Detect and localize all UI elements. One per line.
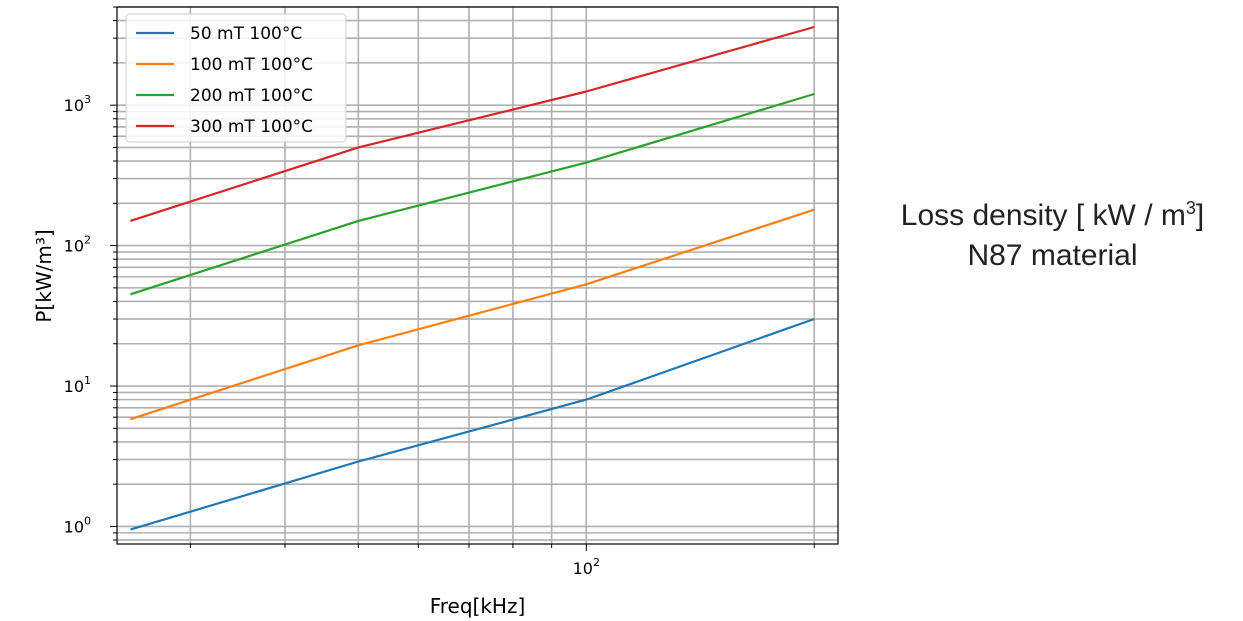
legend-box <box>125 13 347 143</box>
series-line <box>130 92 815 296</box>
y-axis-label: P[kW/m³] <box>32 229 56 322</box>
y-tick-label: 100 <box>64 514 91 536</box>
y-tick-label: 102 <box>64 234 91 256</box>
series-lines <box>130 25 815 531</box>
series-line <box>130 25 815 222</box>
x-axis-label: Freq[kHz] <box>430 594 526 618</box>
x-tick-label: 102 <box>573 556 600 578</box>
caption-line-1: Loss density [ kW / m3] <box>862 188 1243 236</box>
caption-line-2: N87 material <box>967 239 1138 272</box>
legend-label: 200 mT 100°C <box>190 86 313 106</box>
legend: 50 mT 100°C 100 mT 100°C 200 mT 100°C 300 m… <box>125 13 347 143</box>
legend-label: 300 mT 100°C <box>190 117 313 137</box>
chart-caption: Loss density [ kW / m3] N87 material <box>862 188 1243 276</box>
caption-line-1-end: ] <box>1195 199 1205 232</box>
axis-ticks: 102 100 101 102 103 <box>64 6 815 578</box>
caption-line-1-text: Loss density [ kW / m <box>900 199 1186 232</box>
plot-frame <box>116 6 839 545</box>
grid <box>117 6 838 544</box>
legend-label: 50 mT 100°C <box>190 24 302 44</box>
legend-label: 100 mT 100°C <box>190 55 313 75</box>
series-line <box>130 317 815 531</box>
series-line <box>130 208 815 421</box>
caption-superscript: 3 <box>1185 198 1196 218</box>
y-tick-label: 101 <box>64 374 91 396</box>
loss-density-chart: 102 100 101 102 103 Freq[kHz] P[kW/m³] 50 mT… <box>32 6 839 618</box>
y-tick-label: 103 <box>64 93 91 115</box>
